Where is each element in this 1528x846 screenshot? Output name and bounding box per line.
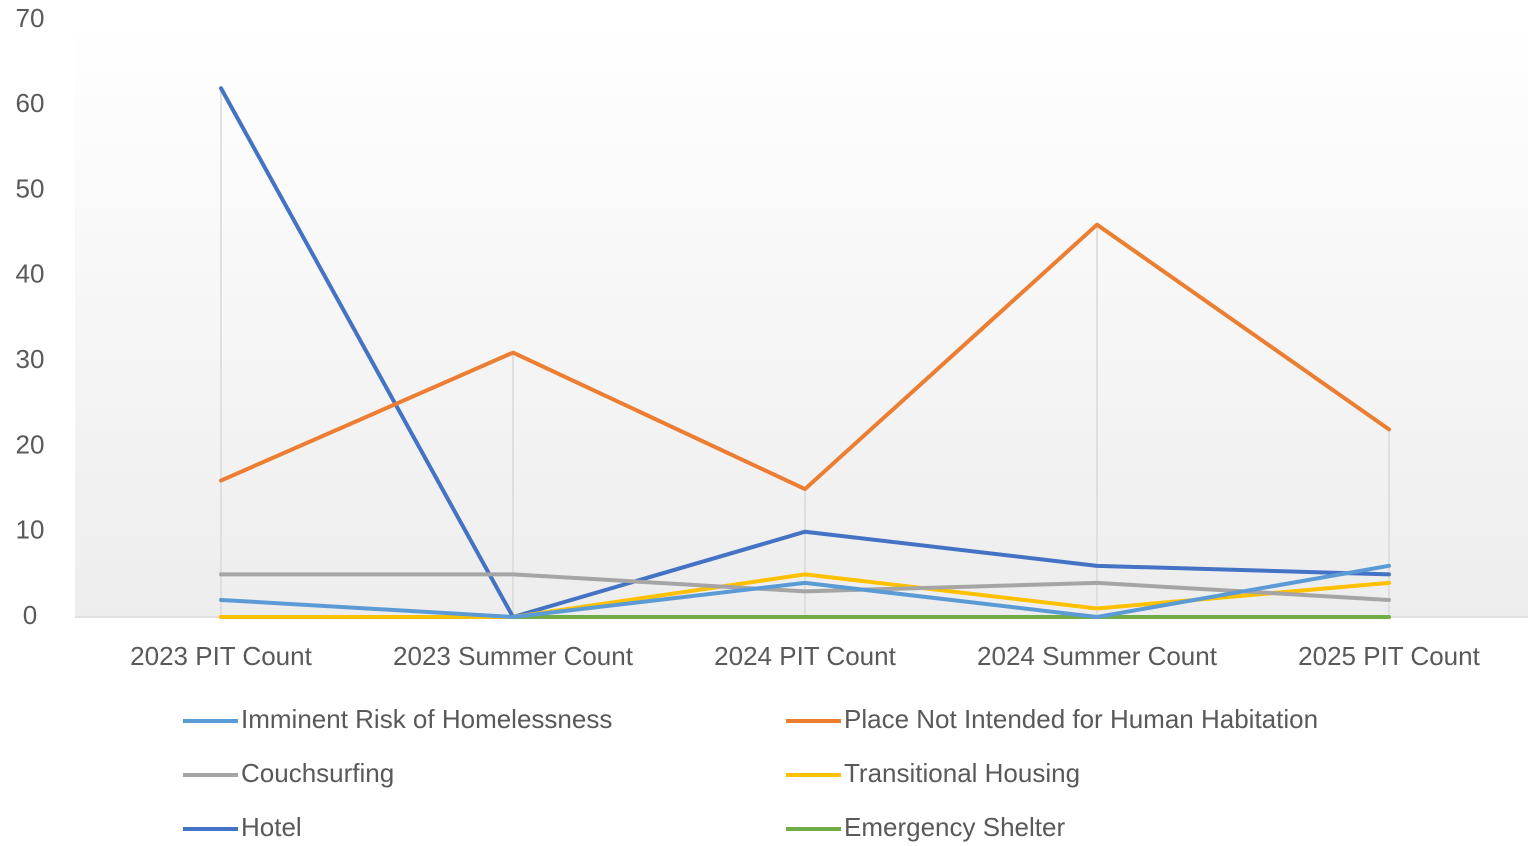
x-tick-label: 2024 Summer Count	[977, 641, 1218, 671]
legend-label: Imminent Risk of Homelessness	[241, 704, 612, 734]
y-tick-label: 40	[16, 259, 45, 289]
y-tick-label: 10	[16, 515, 45, 545]
legend-label: Emergency Shelter	[844, 812, 1065, 842]
x-tick-label: 2023 Summer Count	[393, 641, 634, 671]
legend-label: Couchsurfing	[241, 758, 394, 788]
legend-label: Hotel	[241, 812, 302, 842]
y-tick-label: 50	[16, 173, 45, 203]
y-tick-label: 0	[23, 600, 37, 630]
y-tick-label: 70	[16, 3, 45, 33]
x-tick-label: 2023 PIT Count	[130, 641, 312, 671]
series-line	[219, 572, 1391, 602]
legend-label: Place Not Intended for Human Habitation	[844, 704, 1318, 734]
series-line	[219, 222, 1391, 492]
x-tick-label: 2025 PIT Count	[1298, 641, 1480, 671]
series-line	[219, 86, 1391, 619]
y-tick-label: 30	[16, 344, 45, 374]
plot-background	[75, 20, 1528, 617]
x-tick-label: 2024 PIT Count	[714, 641, 896, 671]
series-line	[219, 563, 1391, 619]
legend-label: Transitional Housing	[844, 758, 1080, 788]
y-tick-label: 20	[16, 429, 45, 459]
y-tick-label: 60	[16, 88, 45, 118]
